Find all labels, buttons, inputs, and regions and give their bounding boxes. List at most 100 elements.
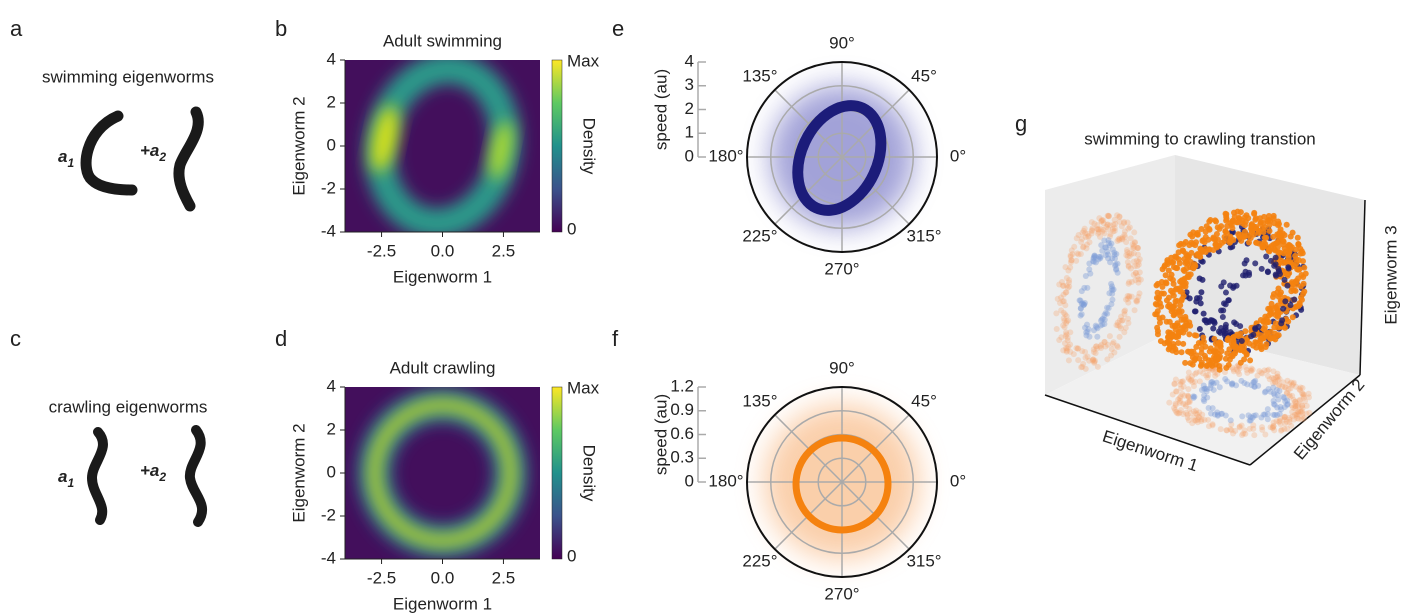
point [1295,241,1301,247]
speed-tick-label: 0.3 [670,448,694,467]
point [1297,251,1303,257]
point [1231,334,1237,340]
point [1136,290,1142,296]
point [1279,317,1285,323]
point [1290,405,1296,411]
point [1078,364,1084,370]
point [1181,393,1187,399]
point [1104,311,1110,317]
point [1197,275,1203,281]
point [1176,285,1182,291]
point [1131,245,1137,251]
point [1099,217,1105,223]
point [1306,391,1312,397]
point [1213,341,1219,347]
point [1126,293,1132,299]
point [1091,346,1097,352]
worm-diagram: swimming eigenworms a1 +a2 [42,67,214,206]
point [1250,343,1256,349]
point [1227,234,1233,240]
chart-title: Adult crawling [390,358,496,377]
point [1056,337,1062,343]
speed-axis-label: speed (au) [651,69,670,150]
point [1198,340,1204,346]
point [1186,331,1192,337]
point [1188,259,1194,265]
point [1193,239,1199,245]
point [1111,250,1117,256]
point [1233,382,1239,388]
x-tick-label: 0.0 [431,241,455,260]
point [1212,242,1218,248]
figure: a b c d e f g swimming eigenworms a1 +a2… [0,0,1412,616]
speed-tick-label: 0 [685,471,694,490]
point [1191,395,1197,401]
point [1244,381,1250,387]
point [1173,334,1179,340]
point [1223,211,1229,217]
point [1275,303,1281,309]
point [1222,228,1228,234]
colorbar-tick-label: 0 [567,219,576,238]
point [1245,412,1251,418]
point [1182,323,1188,329]
point [1277,250,1283,256]
point [1210,236,1216,242]
point [1197,246,1203,252]
point [1098,242,1104,248]
point [1223,365,1229,371]
point [1157,320,1163,326]
x-tick-label: -2.5 [367,568,396,587]
point [1243,212,1249,218]
x-tick-label: -2.5 [367,241,396,260]
point [1284,398,1290,404]
point [1270,385,1276,391]
point [1237,365,1243,371]
worm-diagram: crawling eigenworms a1 +a2 [49,397,208,522]
speed-tick-label: 3 [685,75,694,94]
point [1275,397,1281,403]
point [1246,272,1252,278]
point [1277,404,1283,410]
point [1298,283,1304,289]
point [1273,271,1279,277]
point [1160,315,1166,321]
point [1135,252,1141,258]
coef-sub: 2 [158,470,166,484]
point [1192,263,1198,269]
point [1262,332,1268,338]
point [1297,302,1303,308]
point [1177,260,1183,266]
point [1267,376,1273,382]
angle-label: 135° [742,67,777,86]
point [1248,333,1254,339]
panel-label: e [612,16,624,41]
point [1111,339,1117,345]
point [1122,311,1128,317]
speed-tick-label: 0.9 [670,400,694,419]
heatmap [345,387,540,559]
point [1302,398,1308,404]
point [1173,265,1179,271]
point [1061,292,1067,298]
point [1247,357,1253,363]
point [1185,386,1191,392]
coef: a [58,467,67,486]
point [1265,269,1271,275]
panel-label: g [1015,111,1027,136]
point [1085,234,1091,240]
point [1078,313,1084,319]
point [1209,318,1215,324]
point [1064,275,1070,281]
point [1293,260,1299,266]
point [1124,249,1130,255]
point [1299,272,1305,278]
point [1078,239,1084,245]
point [1240,218,1246,224]
point [1199,416,1205,422]
x-tick-label: 2.5 [492,568,516,587]
point [1237,346,1243,352]
point [1236,233,1242,239]
point [1177,398,1183,404]
speed-tick-label: 2 [685,99,694,118]
